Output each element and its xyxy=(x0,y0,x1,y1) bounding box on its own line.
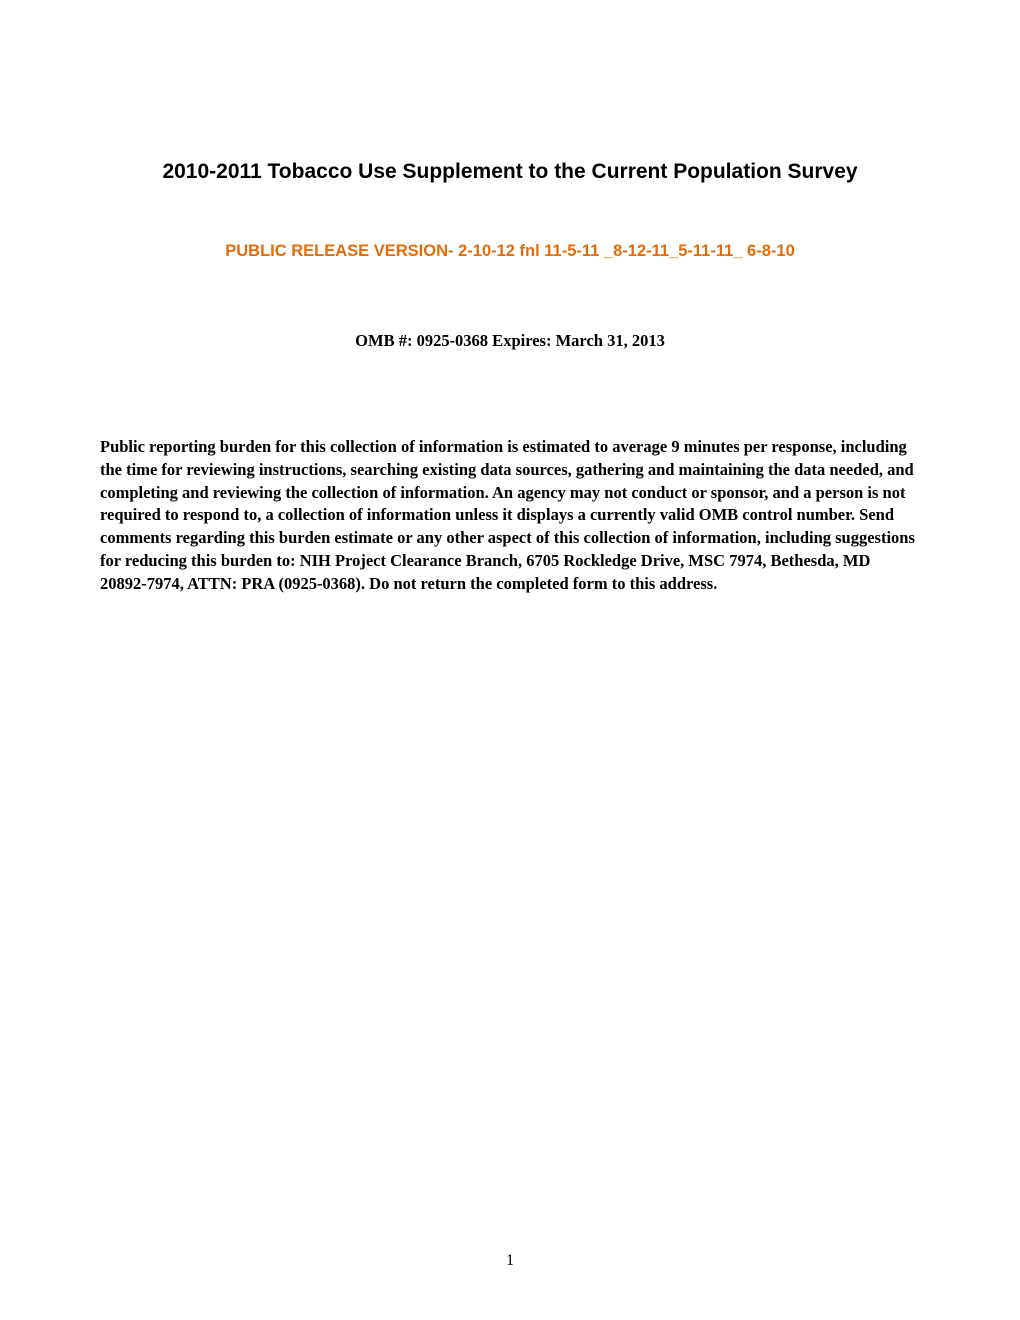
version-line: PUBLIC RELEASE VERSION- 2-10-12 fnl 11-5… xyxy=(100,242,920,261)
document-title: 2010-2011 Tobacco Use Supplement to the … xyxy=(100,160,920,184)
document-page: 2010-2011 Tobacco Use Supplement to the … xyxy=(0,0,1020,1320)
page-number: 1 xyxy=(0,1252,1020,1270)
body-paragraph: Public reporting burden for this collect… xyxy=(100,436,920,595)
omb-line: OMB #: 0925-0368 Expires: March 31, 2013 xyxy=(100,331,920,351)
